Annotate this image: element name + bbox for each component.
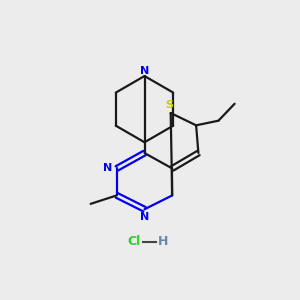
Text: S: S (165, 100, 173, 110)
Text: H: H (158, 235, 168, 248)
Text: N: N (140, 66, 149, 76)
Text: N: N (103, 164, 112, 173)
Text: N: N (140, 212, 149, 222)
Text: Cl: Cl (127, 235, 140, 248)
